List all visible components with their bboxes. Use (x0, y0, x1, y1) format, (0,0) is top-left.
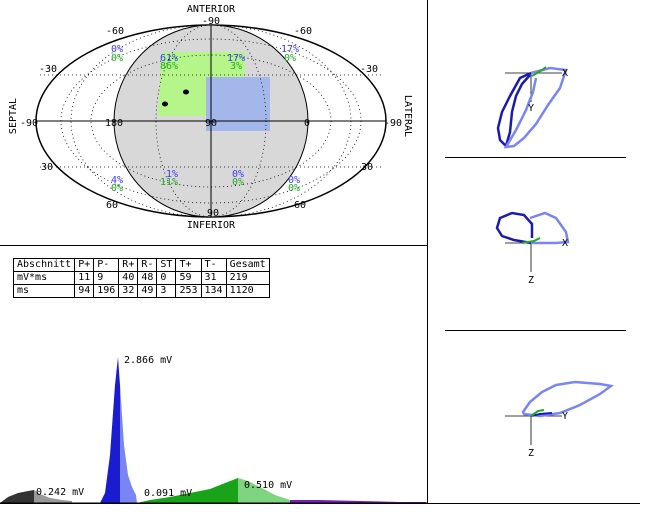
header-cell: Gesamt (225, 258, 270, 272)
loop-xy-y-label: Y (528, 103, 534, 114)
polar-projection: ANTERIOR INFERIOR SEPTAL LATERAL -90 -60… (8, 4, 413, 231)
pct-lcr-green: 0% (232, 177, 244, 188)
spectrum-p-dark (0, 490, 36, 503)
label-peak-st: 0.091 mV (144, 488, 192, 499)
row-cell: 9 (93, 271, 120, 285)
header-cell: Abschnitt (12, 258, 76, 272)
label-peak-t: 0.510 mV (244, 480, 292, 491)
tick-far-right: -90 (384, 118, 402, 129)
row-cell: 49 (137, 284, 158, 298)
header-cell: T- (200, 258, 227, 272)
pct-uc-blue: 61% (160, 53, 178, 64)
vector-loops: X Y X Z Y Z (495, 66, 615, 459)
row-cell: 48 (137, 271, 158, 285)
header-cell: ST (156, 258, 177, 272)
spectrum-r-light (120, 385, 137, 503)
table-header-row: Abschnitt P+ P- R+ R- ST T+ T- Gesamt (12, 258, 270, 272)
marker-blob-1 (183, 89, 189, 95)
pct-lc-blue: 1% (166, 169, 178, 180)
pct-ur-green: 0% (284, 53, 296, 64)
pct-lr-green: 0% (288, 183, 300, 194)
label-peak-p: 0.242 mV (36, 487, 84, 498)
label-peak-main: 2.866 mV (124, 355, 172, 366)
tick-left-upper: -30 (39, 64, 57, 75)
header-cell: R+ (118, 258, 139, 272)
header-cell: P+ (74, 258, 95, 272)
label-anterior: ANTERIOR (187, 4, 236, 15)
loop-yz-z-label: Z (528, 448, 534, 459)
segment-table: Abschnitt P+ P- R+ R- ST T+ T- Gesamt mV*ms 11 9 40 4… (12, 258, 270, 298)
tick-bottom-left: 60 (106, 200, 118, 211)
amplitude-spectrum: 2.866 mV 0.242 mV 0.091 mV 0.510 mV (0, 355, 427, 504)
pct-ucr-blue: 17% (227, 53, 245, 64)
row-cell: 134 (200, 284, 227, 298)
row-cell: 11 (74, 271, 95, 285)
table-row: ms 94 196 32 49 3 253 134 1120 (12, 284, 270, 298)
row-cell: 94 (74, 284, 95, 298)
tick-top-center: -90 (202, 16, 220, 27)
header-cell: P- (93, 258, 120, 272)
tick-left-lower: 30 (41, 162, 53, 173)
row-cell: 219 (225, 271, 270, 285)
row-cell: 3 (156, 284, 177, 298)
green-area (158, 52, 245, 116)
pct-lc-green: 11% (160, 177, 178, 188)
label-inferior: INFERIOR (187, 220, 236, 231)
spectrum-st (137, 478, 238, 503)
spectrum-p-light (34, 490, 72, 503)
tick-top-left: -60 (106, 26, 124, 37)
loop-yz-y-label: Y (562, 411, 568, 422)
tick-bottom-right: 60 (294, 200, 306, 211)
marker-blob-2 (162, 101, 168, 107)
row-cell: 31 (200, 271, 227, 285)
loop-xz-x-label: X (562, 238, 568, 249)
spectrum-t (238, 478, 290, 503)
divider-right-2 (445, 330, 626, 331)
pct-lcr-blue: 0% (232, 169, 244, 180)
row-cell: mV*ms (12, 271, 76, 285)
row-cell: 253 (175, 284, 202, 298)
loop-xy-x-label: X (562, 68, 568, 79)
row-cell: 59 (175, 271, 202, 285)
pct-ul-green: 0% (111, 53, 123, 64)
tick-mid-90: 90 (205, 118, 217, 129)
tick-right-upper: -30 (360, 64, 378, 75)
header-cell: T+ (175, 258, 202, 272)
row-cell: 40 (118, 271, 139, 285)
pct-ll-blue: 4% (111, 175, 123, 186)
label-lateral: LATERAL (402, 95, 413, 137)
table-row: mV*ms 11 9 40 48 0 59 31 219 (12, 271, 270, 285)
row-cell: ms (12, 284, 76, 298)
blue-area (206, 77, 270, 131)
row-cell: 0 (156, 271, 177, 285)
row-cell: 1120 (225, 284, 270, 298)
divider-vertical (427, 0, 428, 503)
tick-right-lower: 30 (361, 162, 373, 173)
pct-uc-green: 86% (160, 61, 178, 72)
pct-ur-blue: 17% (281, 44, 299, 55)
loop-xy: X Y (496, 66, 568, 149)
tick-mid-180: 180 (105, 118, 123, 129)
pct-ll-green: 0% (111, 183, 123, 194)
row-cell: 196 (93, 284, 120, 298)
tick-mid-0: 0 (304, 118, 310, 129)
pct-lr-blue: 0% (288, 175, 300, 186)
pct-ul-blue: 0% (111, 44, 123, 55)
loop-yz: Y Z (505, 380, 615, 459)
loop-xz-z-label: Z (528, 275, 534, 286)
pct-ucr-green: 3% (230, 61, 242, 72)
divider-right-1 (445, 157, 626, 158)
spectrum-tail (290, 500, 426, 503)
divider-left-horizontal (0, 245, 427, 246)
label-septal: SEPTAL (8, 98, 19, 134)
tick-bottom-center: 90 (207, 208, 219, 219)
header-cell: R- (137, 258, 158, 272)
tick-top-right: -60 (294, 26, 312, 37)
tick-far-left: -90 (20, 118, 38, 129)
spectrum-r-dark (100, 357, 124, 503)
row-cell: 32 (118, 284, 139, 298)
loop-xz: X Z (495, 211, 570, 286)
